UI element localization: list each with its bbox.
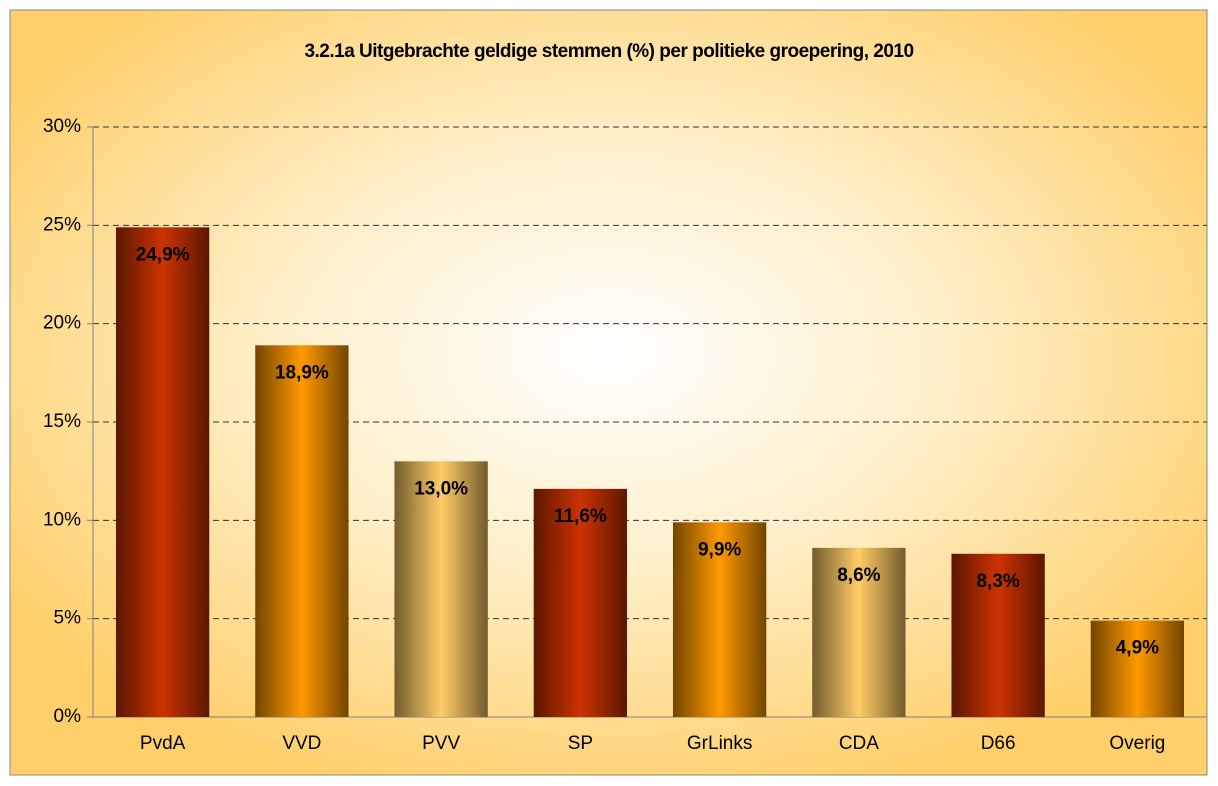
- x-tick-label: PvdA: [140, 733, 186, 754]
- bar: [951, 553, 1045, 717]
- x-tick-label: Overig: [1109, 733, 1165, 754]
- x-tick-label: D66: [981, 733, 1016, 754]
- bar: [812, 547, 906, 717]
- bar: [533, 488, 628, 717]
- x-tick-label: CDA: [839, 733, 879, 754]
- value-label: 18,9%: [275, 362, 329, 383]
- y-tick-label: 0%: [54, 706, 82, 727]
- value-label: 11,6%: [554, 506, 607, 527]
- x-tick-label: SP: [568, 733, 593, 754]
- bar: [1090, 620, 1185, 717]
- y-tick-label: 15%: [43, 411, 81, 432]
- value-label: 4,9%: [1116, 638, 1159, 659]
- bar: [394, 461, 488, 717]
- value-label: 24,9%: [136, 244, 190, 265]
- chart-title: 3.2.1a Uitgebrachte geldige stemmen (%) …: [304, 41, 913, 62]
- value-label: 8,6%: [837, 565, 880, 586]
- x-tick-label: VVD: [282, 733, 321, 754]
- x-tick-label: PVV: [422, 733, 460, 754]
- y-tick-label: 25%: [43, 214, 81, 235]
- bar: [672, 522, 767, 717]
- value-label: 9,9%: [698, 539, 741, 560]
- value-label: 13,0%: [414, 478, 468, 499]
- y-tick-label: 5%: [54, 608, 82, 629]
- x-tick-label: GrLinks: [687, 733, 752, 754]
- bar: [115, 227, 210, 718]
- y-tick-label: 10%: [43, 509, 81, 530]
- bar: [255, 345, 349, 717]
- y-tick-label: 20%: [43, 313, 81, 334]
- y-tick-label: 30%: [43, 116, 81, 137]
- value-label: 8,3%: [976, 571, 1019, 592]
